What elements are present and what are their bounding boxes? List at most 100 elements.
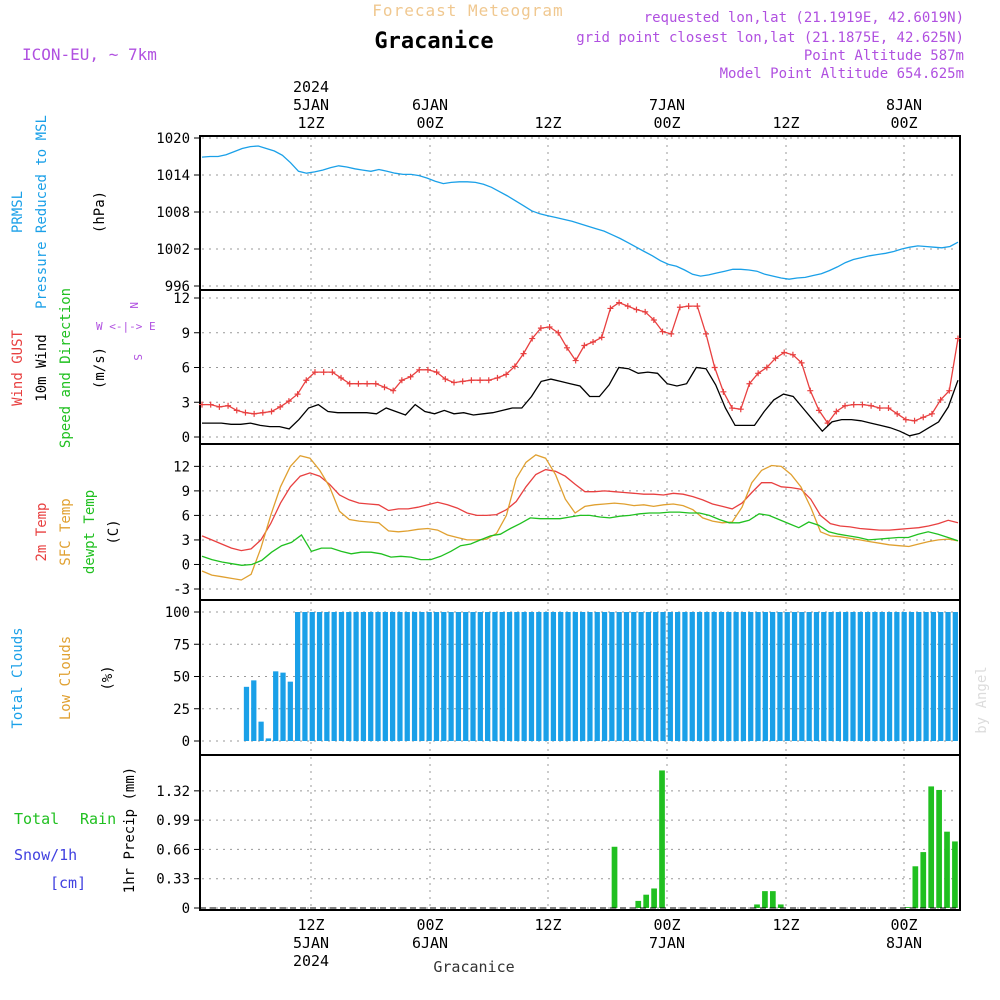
clouds-total-clouds-bar (916, 612, 922, 741)
clouds-total-clouds-bar (331, 612, 337, 741)
wind-wind-gust-marker (581, 342, 588, 349)
wind-wind-gust-marker (451, 379, 457, 386)
clouds-total-clouds-bar (550, 612, 557, 741)
chart-header: Forecast Meteogram Gracanice ICON-EU, ~ … (22, 1, 964, 82)
clouds-ytick-label: 75 (173, 637, 190, 653)
wind-wind-gust-marker (789, 351, 796, 358)
clouds-total-clouds-bar (353, 612, 359, 741)
clouds-total-clouds-bar (419, 612, 425, 741)
clouds-total-clouds-bar (587, 612, 593, 741)
clouds-total-clouds-bar (382, 612, 388, 741)
clouds-total-clouds-bar (740, 612, 747, 741)
panels: 1020101410081002996129630129630-31007550… (156, 131, 961, 917)
wind-wind-gust-marker (798, 359, 805, 366)
clouds-total-clouds-bar (265, 738, 272, 741)
clouds-total-clouds-bar (660, 612, 666, 741)
clouds-total-clouds-bar (324, 612, 330, 741)
wind-wind-gust-marker (703, 330, 709, 337)
wind-wind-gust-marker (372, 380, 379, 387)
clouds-total-clouds-bar (346, 612, 352, 741)
clouds-total-clouds-bar (945, 612, 951, 741)
precip-total-rain-bar (635, 900, 642, 908)
wind-wind-gust-marker (833, 408, 840, 415)
precip-ytick-label: 0.99 (156, 813, 190, 829)
wind-wind-gust-marker (251, 410, 258, 417)
wind-wind-gust-marker (598, 334, 605, 341)
wind-wind-gust-line (202, 301, 959, 425)
total-clouds-label: Total Clouds (10, 627, 26, 728)
wind-wind-gust-marker (720, 388, 727, 395)
top-tick-label: 00Z (653, 114, 680, 132)
panel-temperature: 12 9 6 3 0 -3 (173, 443, 961, 601)
precip-total-rain-bar (762, 891, 768, 908)
wind-wind-gust-marker (729, 405, 736, 412)
clouds-total-clouds-bar (791, 612, 798, 741)
wind-wind-gust-marker (346, 380, 353, 387)
wind-wind-gust-marker (815, 407, 822, 414)
wind-wind-gust-marker (616, 299, 623, 306)
wind-wind-gust-marker (937, 396, 944, 403)
temp-sfc-label: SFC Temp (58, 498, 74, 565)
clouds-total-clouds-bar (273, 671, 279, 741)
clouds-total-clouds-bar (506, 612, 513, 741)
wind-wind-gust-marker (355, 380, 362, 387)
top-tick-label: 2024 (293, 78, 329, 96)
clouds-total-clouds-bar (748, 612, 754, 741)
wind-wind-gust-marker (859, 401, 866, 408)
wind-gust-label: Wind GUST (10, 330, 26, 406)
clouds-total-clouds-bar (755, 612, 761, 741)
wind-wind-gust-marker (259, 409, 266, 416)
precip-total-rain-bar (659, 770, 665, 908)
wind-wind-gust-marker (199, 401, 205, 408)
clouds-total-clouds-bar (667, 612, 673, 741)
clouds-total-clouds-bar (441, 612, 447, 741)
wind-wind-gust-marker (277, 403, 284, 410)
clouds-ytick-label: 0 (182, 734, 190, 750)
bottom-tick-label: 6JAN (412, 934, 448, 952)
clouds-total-clouds-bar (397, 612, 403, 741)
precip-total-rain-bar (952, 841, 958, 908)
clouds-total-clouds-bar (865, 612, 871, 741)
wind-wind-gust-marker (225, 402, 232, 409)
wind-wind-gust-marker (850, 401, 857, 408)
clouds-total-clouds-bar (521, 612, 527, 741)
pressure-frame (199, 135, 961, 291)
clouds-total-clouds-bar (879, 612, 885, 741)
bottom-tick-label: 12Z (297, 916, 324, 934)
clouds-total-clouds-bar (295, 612, 301, 741)
panel-precip: 1.32 0.99 0.66 0.33 0 (156, 754, 961, 917)
wind-wind-gust-marker (685, 303, 692, 310)
precip-rain-label: Rain (80, 810, 116, 828)
wind-wind-gust-marker (459, 378, 466, 385)
wind-wind-gust-marker (381, 384, 388, 391)
clouds-total-clouds-bar (704, 612, 710, 741)
precip-total-rain-bar (936, 789, 942, 908)
pressure-ytick-label: 1008 (156, 205, 190, 221)
clouds-total-clouds-bar (616, 612, 622, 741)
precip-total-rain-bar (904, 907, 911, 908)
clouds-total-clouds-bar (835, 612, 842, 741)
wind-wind-gust-marker (555, 329, 562, 336)
clouds-total-clouds-bar (594, 612, 600, 741)
wind-wind-gust-marker (842, 402, 849, 409)
wind-wind-gust-marker (233, 407, 240, 414)
top-tick-label: 7JAN (649, 96, 685, 114)
temp-dewpt-label: dewpt Temp (82, 490, 98, 574)
wind-wind-gust-marker (529, 335, 536, 342)
pressure-unit: (hPa) (92, 191, 108, 233)
wind-wind-gust-marker (424, 366, 431, 373)
wind-wind-gust-marker (242, 409, 249, 416)
temp-unit: (C) (106, 519, 122, 544)
bottom-tick-label: 00Z (416, 916, 443, 934)
chart-title: Forecast Meteogram (372, 1, 563, 20)
wind-wind-gust-marker (946, 387, 953, 394)
bottom-tick-label: 00Z (653, 916, 680, 934)
panel-wind: 12 9 6 3 0 (173, 289, 961, 446)
panel-clouds: 100 75 50 25 0 (165, 599, 961, 756)
top-tick-label: 6JAN (412, 96, 448, 114)
clouds-total-clouds-bar (390, 612, 396, 741)
temperature-dewpt-temp-line (201, 511, 959, 566)
clouds-total-clouds-bar (543, 612, 549, 741)
temperature-ytick-label: 6 (182, 508, 190, 524)
